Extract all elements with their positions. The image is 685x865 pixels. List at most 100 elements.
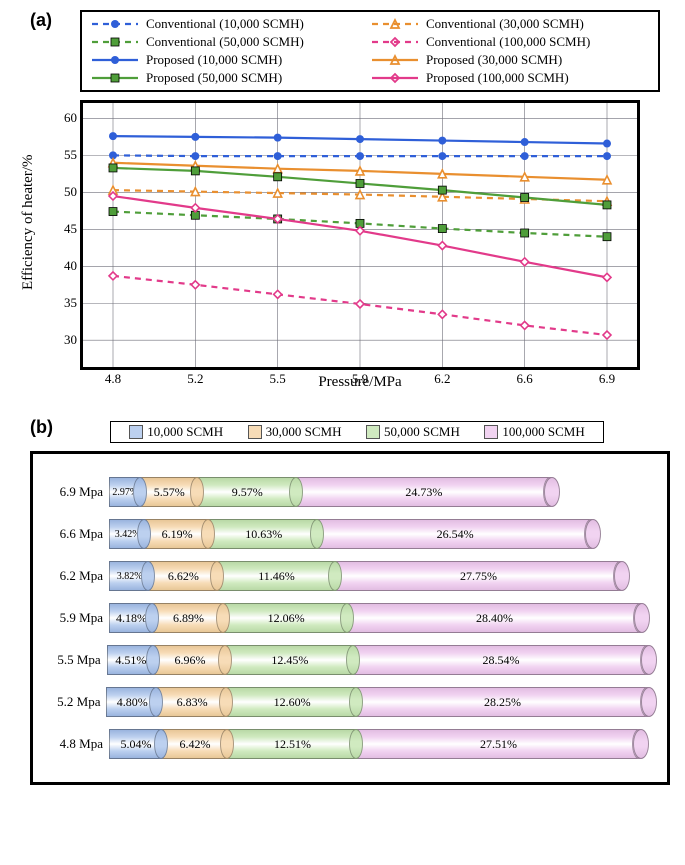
bar-segment: 12.06% [224,603,348,633]
legend-item: Conventional (100,000 SCMH) [370,34,650,50]
x-tick: 6.9 [599,367,615,387]
bar-cylinder: 4.80% 6.83% 12.60% 28.25% [106,687,657,717]
legend-item: Conventional (50,000 SCMH) [90,34,370,50]
bar-row: 6.2 Mpa 3.82% 6.62% 11.46% 27.75% [43,558,657,594]
bar-category: 5.9 Mpa [43,610,109,626]
bar-category: 6.2 Mpa [43,568,109,584]
bar-segment: 3.42% [109,519,145,549]
bar-segment: 4.80% [106,687,156,717]
bar-segment: 12.60% [227,687,357,717]
bar-segment: 27.75% [336,561,622,591]
bar-row: 5.9 Mpa 4.18% 6.89% 12.06% 28.40% [43,600,657,636]
y-tick: 55 [64,147,83,163]
panel-b-label: (b) [30,417,53,438]
bar-segment: 11.46% [218,561,336,591]
legend-swatch [366,425,380,439]
bar-value: 27.51% [480,737,517,752]
bar-value: 11.46% [258,569,295,584]
bar-segment: 6.89% [153,603,224,633]
bar-endcap [585,519,601,549]
legend-item: 100,000 SCMH [484,424,584,440]
legend-label: Conventional (30,000 SCMH) [426,16,584,32]
bar-value: 6.83% [177,695,208,710]
bar-segment: 28.54% [354,645,648,675]
y-tick: 35 [64,295,83,311]
chart-a-svg [83,103,637,367]
bar-segment: 28.25% [357,687,648,717]
bar-value: 5.57% [154,485,185,500]
bar-endcap [634,603,650,633]
bar-row: 6.9 Mpa2.97% 5.57% 9.57% 24.73% [43,474,657,510]
bar-endcap [641,687,657,717]
bar-category: 6.9 Mpa [43,484,109,500]
legend-swatch [129,425,143,439]
bar-value: 9.57% [232,485,263,500]
y-tick: 50 [64,184,83,200]
bar-value: 6.62% [168,569,199,584]
bar-segment: 28.40% [348,603,641,633]
bar-value: 4.80% [117,695,148,710]
bar-endcap [614,561,630,591]
bar-segment: 10.63% [209,519,318,549]
x-tick: 5.9 [352,367,368,387]
bar-segment: 6.62% [149,561,217,591]
x-tick: 4.8 [105,367,121,387]
bar-segment: 2.97% [109,477,141,507]
bar-value: 6.42% [179,737,210,752]
legend-label: 100,000 SCMH [502,424,584,440]
y-tick: 40 [64,258,83,274]
chart-a-legend: Conventional (10,000 SCMH)Conventional (… [80,10,660,92]
bar-segment: 5.04% [109,729,162,759]
legend-item: 50,000 SCMH [366,424,460,440]
bar-cylinder: 3.42%6.19% 10.63% 26.54% [109,519,601,549]
bar-row: 6.6 Mpa3.42%6.19%10.63%26.54% [43,516,657,552]
y-tick: 45 [64,221,83,237]
chart-a-ylabel: Efficiency of heater/% [20,155,37,290]
legend-item: Conventional (10,000 SCMH) [90,16,370,32]
bar-value: 24.73% [405,485,442,500]
bar-segment: 26.54% [318,519,591,549]
legend-item: 10,000 SCMH [129,424,223,440]
bar-segment: 5.57% [141,477,198,507]
y-tick: 60 [64,110,83,126]
bar-segment: 6.42% [162,729,228,759]
bar-value: 12.06% [268,611,305,626]
x-tick: 6.2 [434,367,450,387]
bar-cylinder: 4.18% 6.89% 12.06% 28.40% [109,603,650,633]
legend-label: 10,000 SCMH [147,424,223,440]
legend-item: Proposed (30,000 SCMH) [370,52,650,68]
bar-value: 10.63% [245,527,282,542]
bar-value: 6.89% [173,611,204,626]
bar-value: 27.75% [460,569,497,584]
legend-label: 30,000 SCMH [266,424,342,440]
bar-value: 6.96% [174,653,205,668]
bar-cylinder: 2.97% 5.57% 9.57% 24.73% [109,477,560,507]
x-tick: 6.6 [517,367,533,387]
legend-label: 50,000 SCMH [384,424,460,440]
chart-a-plot: 303540455055604.85.25.55.96.26.66.9 [80,100,640,370]
bar-endcap [544,477,560,507]
legend-label: Conventional (50,000 SCMH) [146,34,304,50]
panel-a-label: (a) [30,10,52,31]
chart-b: (b) 10,000 SCMH30,000 SCMH50,000 SCMH100… [10,421,675,785]
legend-item: 30,000 SCMH [248,424,342,440]
bar-value: 28.54% [483,653,520,668]
bar-value: 3.82% [117,571,143,582]
legend-label: Proposed (100,000 SCMH) [426,70,569,86]
bar-segment: 27.51% [357,729,640,759]
bar-value: 4.18% [116,611,147,626]
bar-segment: 6.19% [145,519,209,549]
bar-row: 4.8 Mpa5.04%6.42%12.51%27.51% [43,726,657,762]
bar-segment: 4.51% [107,645,154,675]
bar-endcap [641,645,657,675]
legend-swatch [484,425,498,439]
bar-value: 28.25% [484,695,521,710]
legend-item: Proposed (50,000 SCMH) [90,70,370,86]
bar-endcap [633,729,649,759]
legend-swatch [248,425,262,439]
x-tick: 5.5 [270,367,286,387]
bar-segment: 3.82% [109,561,149,591]
legend-label: Proposed (10,000 SCMH) [146,52,282,68]
bar-cylinder: 5.04%6.42%12.51%27.51% [109,729,649,759]
bar-category: 4.8 Mpa [43,736,109,752]
